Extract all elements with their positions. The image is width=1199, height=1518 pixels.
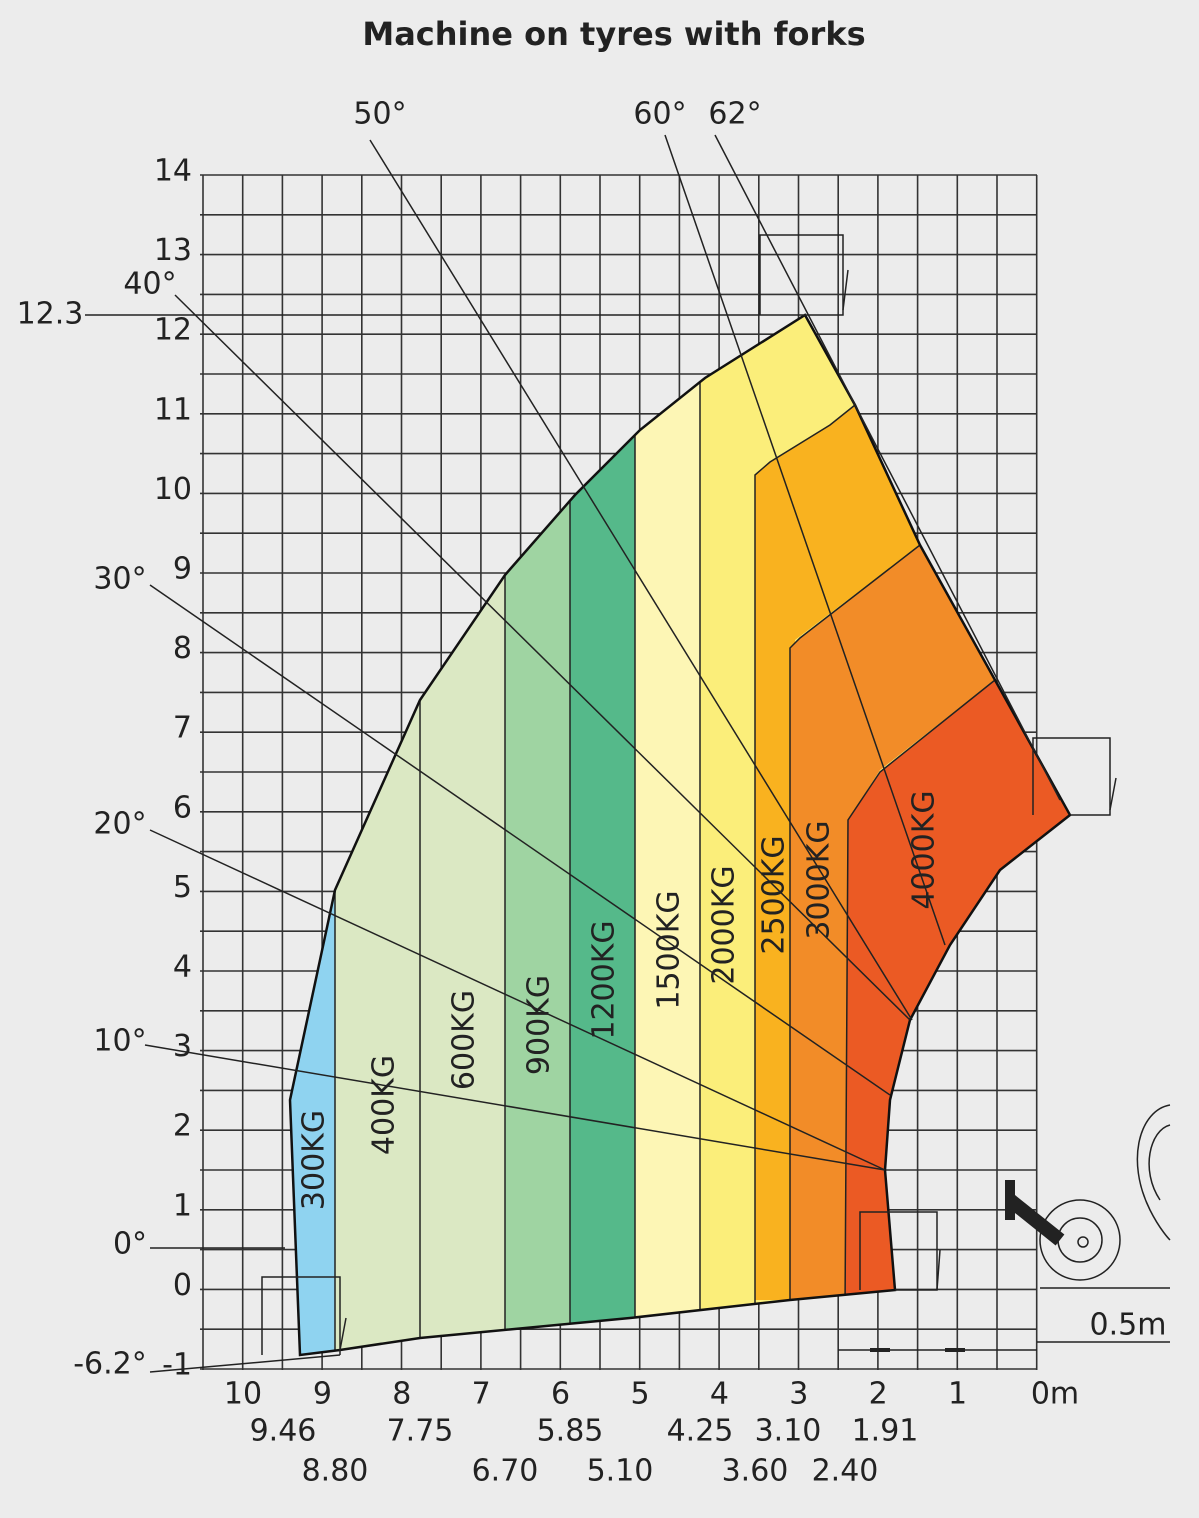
scale-label: 0.5m — [1090, 1308, 1167, 1343]
zone-2500 — [755, 405, 920, 1300]
reach-label: 9.46 — [250, 1414, 317, 1449]
angle-label: 50° — [353, 97, 406, 132]
x-tick-label: 10 — [224, 1377, 262, 1412]
machine — [838, 1104, 1171, 1352]
zone-label: 1500KG — [652, 890, 687, 1009]
zone-label: 600KG — [447, 990, 482, 1090]
zone-label: 300KG — [297, 1110, 332, 1210]
x-tick-label: 9 — [313, 1377, 332, 1412]
x-tick-label: 6 — [551, 1377, 570, 1412]
fork-carriages — [261, 234, 1117, 1355]
angle-label: 20° — [93, 807, 146, 842]
height-label: 12.3 — [17, 297, 84, 332]
angle-label: 60° — [633, 97, 686, 132]
y-tick-label: 12 — [154, 313, 192, 348]
reach-label: 5.85 — [537, 1414, 604, 1449]
zone-3000 — [790, 545, 995, 1300]
zone-label: 2500KG — [757, 835, 792, 954]
x-tick-label: 3 — [789, 1377, 808, 1412]
y-tick-label: 13 — [154, 233, 192, 268]
y-tick-label: 8 — [173, 631, 192, 666]
angle-label: -6.2° — [73, 1347, 147, 1382]
y-tick-label: 14 — [154, 154, 192, 189]
y-tick-label: 11 — [154, 392, 192, 427]
reach-label: 2.40 — [812, 1454, 879, 1489]
angle-lines — [85, 134, 1061, 1373]
x-tick-label: 1 — [948, 1377, 967, 1412]
angle-label: 40° — [123, 267, 176, 302]
zone-label: 900KG — [522, 975, 557, 1075]
x-tick-label: 0m — [1031, 1377, 1079, 1412]
reach-label: 8.80 — [302, 1454, 369, 1489]
x-tick-label: 2 — [869, 1377, 888, 1412]
y-tick-label: 4 — [173, 950, 192, 985]
y-tick-label: -1 — [162, 1348, 192, 1383]
y-tick-label: 2 — [173, 1109, 192, 1144]
angle-label: 30° — [93, 562, 146, 597]
zone-1500 — [635, 315, 700, 1355]
y-tick-label: 5 — [173, 870, 192, 905]
title: Machine on tyres with forks — [362, 15, 865, 53]
reach-label: 3.10 — [755, 1414, 822, 1449]
zone-label: 1200KG — [587, 920, 622, 1039]
reach-label: 6.70 — [472, 1454, 539, 1489]
reach-label: 4.25 — [667, 1414, 734, 1449]
y-tick-label: 10 — [154, 472, 192, 507]
x-tick-label: 4 — [710, 1377, 729, 1412]
angle-label: 10° — [93, 1024, 146, 1059]
y-tick-label: 0 — [173, 1268, 192, 1303]
reach-label: 5.10 — [587, 1454, 654, 1489]
x-tick-label: 7 — [472, 1377, 491, 1412]
y-tick-label: 3 — [173, 1029, 192, 1064]
y-tick-label: 7 — [173, 711, 192, 746]
x-tick-label: 5 — [630, 1377, 649, 1412]
y-tick-label: 6 — [173, 790, 192, 825]
x-tick-label: 8 — [392, 1377, 411, 1412]
angle-label: 0° — [113, 1227, 147, 1262]
angle-label: 62° — [708, 97, 761, 132]
zone-label: 4000KG — [907, 790, 942, 909]
reach-label: 1.91 — [852, 1414, 919, 1449]
zone-label: 400KG — [367, 1055, 402, 1155]
zone-label: 2000KG — [707, 865, 742, 984]
y-tick-label: 9 — [173, 552, 192, 587]
y-tick-label: 1 — [173, 1188, 192, 1223]
reach-label: 7.75 — [387, 1414, 454, 1449]
reach-label: 3.60 — [722, 1454, 789, 1489]
zone-label: 3000KG — [802, 820, 837, 939]
